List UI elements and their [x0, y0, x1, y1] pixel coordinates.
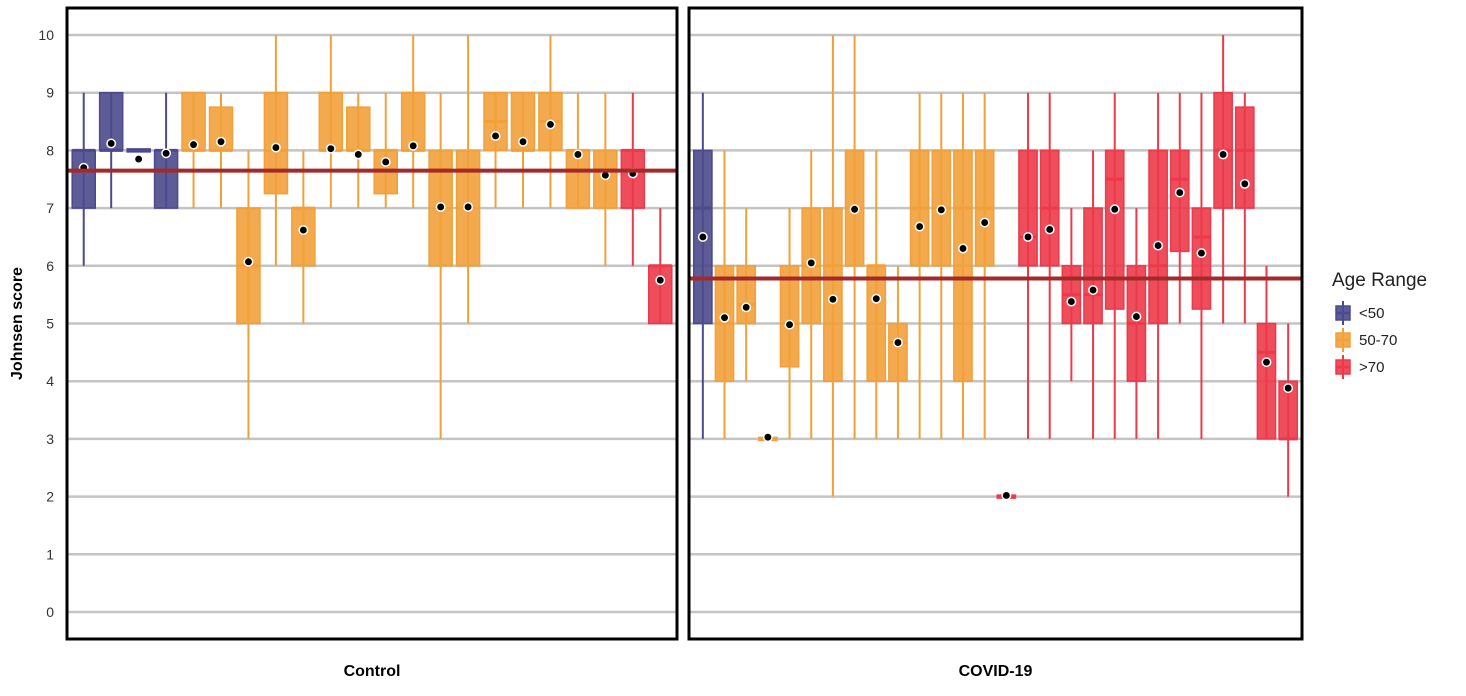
box-50-70 [779, 265, 800, 368]
box-gt70 [647, 265, 673, 325]
mean-point [572, 149, 583, 160]
mean-point [353, 149, 364, 160]
panel-border [65, 6, 679, 641]
mean-point [871, 293, 882, 304]
facet-label: Control [344, 663, 401, 680]
mean-point [958, 243, 968, 254]
box-50-70 [345, 106, 371, 152]
y-tick-label: 6 [46, 258, 54, 274]
mean-point [161, 148, 172, 159]
mean-point [1088, 285, 1099, 295]
mean-point [719, 312, 730, 323]
legend-label: >70 [1359, 359, 1384, 376]
mean-point [914, 221, 925, 232]
mean-point [762, 432, 773, 443]
mean-point [892, 337, 903, 348]
mean-point [325, 143, 336, 154]
box-lt50 [153, 149, 179, 209]
mean-point [106, 138, 117, 149]
mean-point [827, 294, 838, 305]
mean-point [545, 119, 556, 130]
mean-point [1153, 240, 1164, 251]
mean-point [1283, 383, 1294, 394]
mean-point [298, 225, 309, 235]
box-50-70 [888, 322, 908, 382]
box-gt70 [1018, 149, 1038, 267]
mean-point [435, 201, 446, 212]
mean-point [133, 154, 144, 165]
y-tick-label: 2 [46, 489, 54, 505]
box-gt70 [1256, 322, 1277, 440]
mean-point [1109, 204, 1120, 215]
mean-point [697, 232, 708, 242]
y-tick-label: 5 [46, 316, 54, 332]
y-tick-label: 7 [46, 200, 54, 216]
mean-point [936, 204, 947, 215]
box-50-70 [291, 207, 316, 267]
y-tick-label: 1 [46, 546, 54, 562]
box-lt50 [71, 149, 97, 209]
y-tick-label: 4 [46, 373, 54, 389]
mean-point [490, 131, 501, 141]
box-gt70 [1234, 106, 1255, 209]
box-gt70 [1191, 207, 1212, 310]
mean-point [849, 204, 860, 215]
mean-point [1196, 248, 1207, 259]
mean-point [188, 139, 199, 150]
y-tick-label: 8 [46, 142, 54, 158]
y-axis-title: Johnsen score [9, 267, 26, 380]
mean-point [243, 256, 254, 267]
mean-point [1239, 178, 1250, 189]
mean-point [1044, 224, 1055, 235]
mean-point [1066, 296, 1077, 307]
legend-title: Age Range [1332, 270, 1427, 291]
box-50-70 [953, 149, 973, 382]
y-tick-label: 9 [46, 85, 54, 101]
mean-point [270, 142, 281, 153]
mean-point [784, 319, 795, 330]
box-gt70 [1083, 207, 1103, 325]
mean-point [380, 156, 391, 167]
mean-point [1023, 232, 1033, 242]
mean-point [518, 136, 528, 147]
mean-point [408, 140, 419, 151]
mean-point [806, 257, 817, 268]
y-tick-label: 10 [38, 27, 54, 43]
box-50-70 [736, 265, 757, 325]
box-gt70 [620, 149, 646, 209]
legend-label: 50-70 [1359, 332, 1397, 349]
box-50-70 [318, 91, 344, 152]
y-tick-label: 0 [46, 604, 54, 620]
mean-point [1218, 149, 1229, 160]
mean-point [1131, 311, 1142, 322]
legend-label: <50 [1359, 305, 1384, 322]
mean-point [463, 201, 474, 212]
panel-border [687, 6, 1304, 641]
box-gt70 [1169, 149, 1190, 253]
mean-point [979, 217, 990, 228]
box-gt70 [1148, 149, 1168, 325]
mean-point [655, 275, 666, 286]
mean-point [1261, 357, 1272, 368]
mean-point [1001, 490, 1012, 501]
box-gt70 [1104, 149, 1125, 310]
mean-point [1174, 187, 1185, 198]
box-50-70 [866, 265, 887, 382]
mean-point [216, 136, 226, 147]
mean-point [741, 302, 752, 313]
y-tick-label: 3 [46, 431, 54, 447]
facet-label: COVID-19 [959, 663, 1033, 680]
